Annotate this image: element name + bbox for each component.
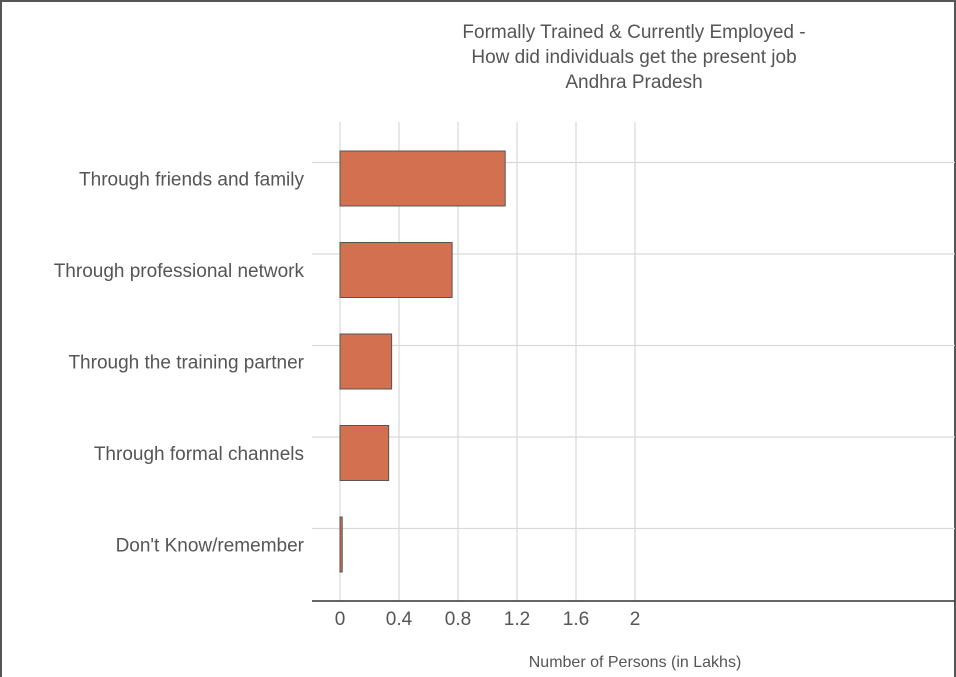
bars xyxy=(339,150,506,573)
bar xyxy=(339,425,390,481)
x-tick-label: 1.2 xyxy=(504,609,530,630)
x-tick-labels: 0 0.4 0.8 1.2 1.6 2 xyxy=(335,609,641,630)
bar xyxy=(339,150,506,207)
chart-title-line-3: Andhra Pradesh xyxy=(565,72,702,93)
x-tick-label: 0 xyxy=(335,609,346,630)
category-label: Don't Know/remember xyxy=(116,536,305,557)
bar xyxy=(339,333,393,390)
x-tick-label: 0.4 xyxy=(386,609,413,630)
category-labels: Through friends and family Through profes… xyxy=(54,170,305,557)
bar xyxy=(339,242,453,298)
x-axis-title: Number of Persons (in Lakhs) xyxy=(529,654,742,671)
category-label: Through friends and family xyxy=(79,170,304,191)
category-label: Through the training partner xyxy=(68,353,304,374)
category-label: Through formal channels xyxy=(94,444,304,465)
x-tick-label: 2 xyxy=(630,609,641,630)
x-tick-label: 0.8 xyxy=(445,609,471,630)
bar xyxy=(339,516,343,573)
category-label: Through professional network xyxy=(54,261,305,282)
chart-title-line-1: Formally Trained & Currently Employed - xyxy=(462,22,805,43)
chart-title-line-2: How did individuals get the present job xyxy=(471,47,796,68)
x-tick-label: 1.6 xyxy=(563,609,589,630)
chart-title: Formally Trained & Currently Employed - … xyxy=(462,22,805,93)
